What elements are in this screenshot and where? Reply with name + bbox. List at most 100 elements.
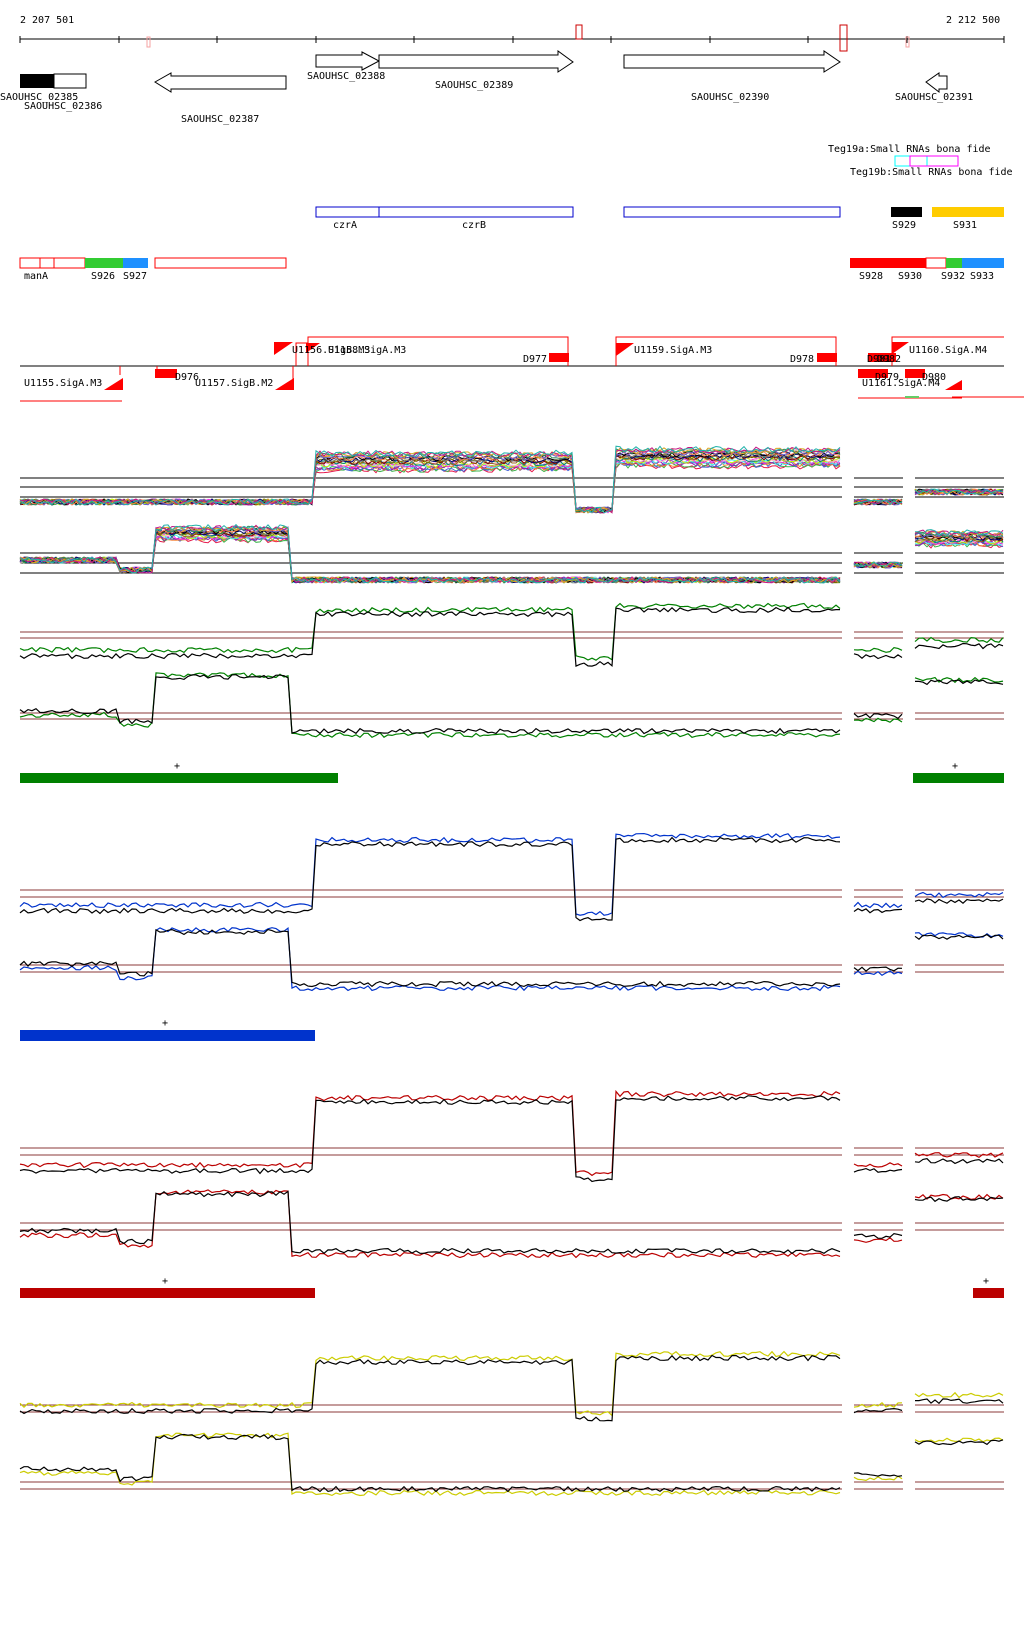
gene-label: SAOUHSC_02389 [435,80,513,91]
gene-saouhsc-02391[interactable]: SAOUHSC_02391 [895,72,973,103]
small-rna-teg19b[interactable] [909,155,959,167]
segment-s930[interactable] [896,258,926,268]
profile-trace-green [914,636,1004,644]
profile-trace-blue [853,970,903,977]
terminator-label: D979 [875,372,899,383]
ruler-features [146,24,910,52]
small-rna-teg19a[interactable] [894,155,928,167]
profile-trace-blue [853,901,903,909]
segment-s928[interactable] [850,258,896,268]
profile-trace-reference [19,1095,841,1183]
profile-trace-multi [914,488,1004,495]
terminator-d980[interactable] [905,369,925,378]
condition-marker: + [174,761,180,772]
segment-unlabeled[interactable] [154,257,287,269]
terminator-d981-d982[interactable] [868,353,896,362]
promoter-label: U1159.SigA.M3 [634,345,712,356]
profile-trace-multi [914,529,1004,537]
profile-trace-multi [853,499,903,505]
condition-bar-red[interactable] [20,1288,315,1298]
profile-trace-green [19,672,841,739]
promoter-flag-u1157[interactable] [275,378,294,390]
condition-bar-blue[interactable] [20,1030,315,1041]
gene-track: SAOUHSC_02385 SAOUHSC_02386 SAOUHSC_0238… [0,50,973,125]
segment-s927[interactable] [123,258,148,268]
gene-label: SAOUHSC_02386 [24,101,102,112]
profile-trace-blue [19,927,841,992]
profile-trace-reference [853,966,903,972]
profile-trace-reference [19,836,841,922]
promoter-flag-u1161[interactable] [945,380,962,390]
profile-trace-blue [914,891,1004,899]
segment-s926[interactable] [85,258,123,268]
profile-trace-yellow [853,1475,903,1482]
segment-s929[interactable] [891,207,922,217]
segment-label: S926 [91,271,115,282]
gene-label: SAOUHSC_02390 [691,92,769,103]
terminator-d978[interactable] [817,353,837,362]
promoter-flag-u1156[interactable] [274,342,293,355]
profile-trace-red [19,1089,841,1177]
profile-trace-multi [19,523,841,584]
profile-trace-yellow [19,1350,841,1417]
segment-mana[interactable] [19,257,86,269]
profile-trace-multi [19,525,841,584]
profile-trace-reference [19,1433,841,1493]
segment-label: S927 [123,271,147,282]
promoter-label: U1156.SigB.M3 [292,345,370,356]
gene-saouhsc-02390[interactable]: SAOUHSC_02390 [623,50,841,103]
profile-trace-multi [19,525,841,584]
profile-trace-reference [19,928,841,988]
condition-marker: + [983,1276,989,1287]
profile-trace-reference [853,653,903,660]
terminator-label: D982 [877,354,901,365]
condition-bar-green[interactable] [913,773,1004,783]
promoter-flag-u1160[interactable] [892,342,909,354]
gene-saouhsc-02386[interactable]: SAOUHSC_02386 [24,73,102,112]
gene-saouhsc-02388[interactable]: SAOUHSC_02388 [307,51,385,82]
terminator-d979[interactable] [858,369,888,378]
profile-trace-yellow [914,1391,1004,1399]
operon-label: czrB [462,220,486,231]
gene-saouhsc-02385[interactable]: SAOUHSC_02385 [0,74,78,103]
profile-trace-reference [914,1196,1004,1203]
profile-trace-multi [19,447,841,514]
operon-czrb[interactable] [378,206,574,218]
operon-unlabeled[interactable] [623,206,841,218]
segment-label: S930 [898,271,922,282]
condition-marker: + [952,761,958,772]
profile-trace-reference [915,1398,1004,1405]
profile-trace-multi [19,527,841,584]
segment-s931[interactable] [932,207,1004,217]
terminator-label: D978 [790,354,814,365]
profile-trace-multi [19,531,841,584]
profile-trace-multi [19,530,841,584]
promoter-flag-u1155[interactable] [104,378,123,390]
promoter-flag-u1158[interactable] [306,343,320,353]
gene-saouhsc-02387[interactable]: SAOUHSC_02387 [154,72,287,125]
segment-white[interactable] [925,257,947,269]
ruler-end-label: 2 212 500 [946,15,1000,26]
segment-track: manA S926 S927 S928 S930 S932 S933 [19,257,1004,282]
profile-trace-blue [914,932,1004,938]
profile-trace-red [853,1237,903,1243]
operon-czra[interactable] [315,206,380,218]
profile-trace-multi [19,533,841,584]
profile-trace-multi [20,534,841,584]
segment-s932[interactable] [946,258,962,268]
condition-bar-green[interactable] [20,773,338,783]
segment-s933[interactable] [962,258,1004,268]
profile-trace-multi [19,524,841,584]
profile-trace-multi [914,488,1003,496]
profile-trace-multi [19,532,841,584]
condition-bar-red[interactable] [973,1288,1004,1298]
terminator-d976[interactable] [155,369,177,378]
gene-saouhsc-02389[interactable]: SAOUHSC_02389 [378,50,574,91]
promoter-flag-u1159[interactable] [616,343,634,356]
gene-label: SAOUHSC_02391 [895,92,973,103]
terminator-d977[interactable] [549,353,569,362]
profile-trace-reference [914,933,1004,940]
profile-trace-multi [19,529,841,584]
